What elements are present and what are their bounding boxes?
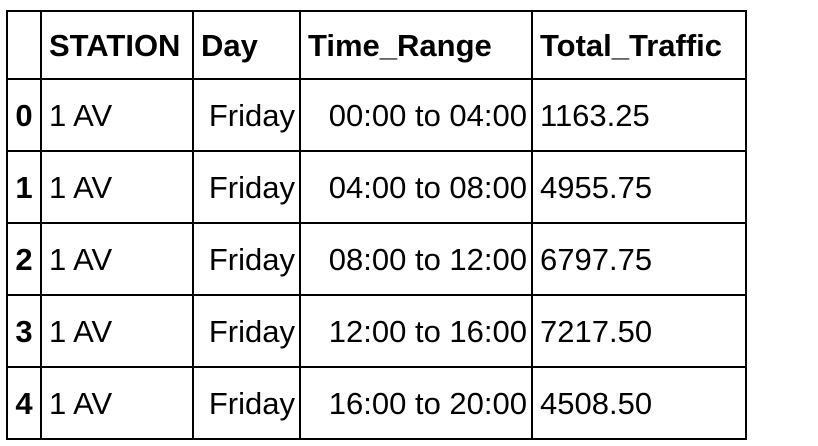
time-range-cell: 16:00 to 20:00 [299,366,533,440]
station-cell: 1 AV [40,294,194,368]
table-row: 2 1 AV Friday 08:00 to 12:00 6797.75 [6,222,747,296]
station-cell: 1 AV [40,222,194,296]
total-traffic-cell: 1163.25 [531,78,747,152]
day-cell: Friday [192,222,301,296]
table-row: 1 1 AV Friday 04:00 to 08:00 4955.75 [6,150,747,224]
day-cell: Friday [192,78,301,152]
time-range-cell: 00:00 to 04:00 [299,78,533,152]
column-header-day: Day [192,10,301,80]
column-header-time-range: Time_Range [299,10,533,80]
day-cell: Friday [192,366,301,440]
station-cell: 1 AV [40,78,194,152]
total-traffic-cell: 6797.75 [531,222,747,296]
dataframe-table: STATION Day Time_Range Total_Traffic 0 1… [6,10,747,440]
total-traffic-cell: 7217.50 [531,294,747,368]
day-cell: Friday [192,150,301,224]
row-index: 3 [6,294,42,368]
day-cell: Friday [192,294,301,368]
header-row: STATION Day Time_Range Total_Traffic [6,10,747,80]
column-header-station: STATION [40,10,194,80]
time-range-cell: 04:00 to 08:00 [299,150,533,224]
station-cell: 1 AV [40,366,194,440]
table-row: 4 1 AV Friday 16:00 to 20:00 4508.50 [6,366,747,440]
time-range-cell: 12:00 to 16:00 [299,294,533,368]
table-row: 0 1 AV Friday 00:00 to 04:00 1163.25 [6,78,747,152]
total-traffic-cell: 4955.75 [531,150,747,224]
station-cell: 1 AV [40,150,194,224]
row-index: 0 [6,78,42,152]
row-index: 4 [6,366,42,440]
column-header-total-traffic: Total_Traffic [531,10,747,80]
table-body: 0 1 AV Friday 00:00 to 04:00 1163.25 1 1… [6,78,747,440]
table-row: 3 1 AV Friday 12:00 to 16:00 7217.50 [6,294,747,368]
table-header: STATION Day Time_Range Total_Traffic [6,10,747,80]
row-index: 2 [6,222,42,296]
row-index: 1 [6,150,42,224]
index-column-header [6,10,42,80]
time-range-cell: 08:00 to 12:00 [299,222,533,296]
total-traffic-cell: 4508.50 [531,366,747,440]
